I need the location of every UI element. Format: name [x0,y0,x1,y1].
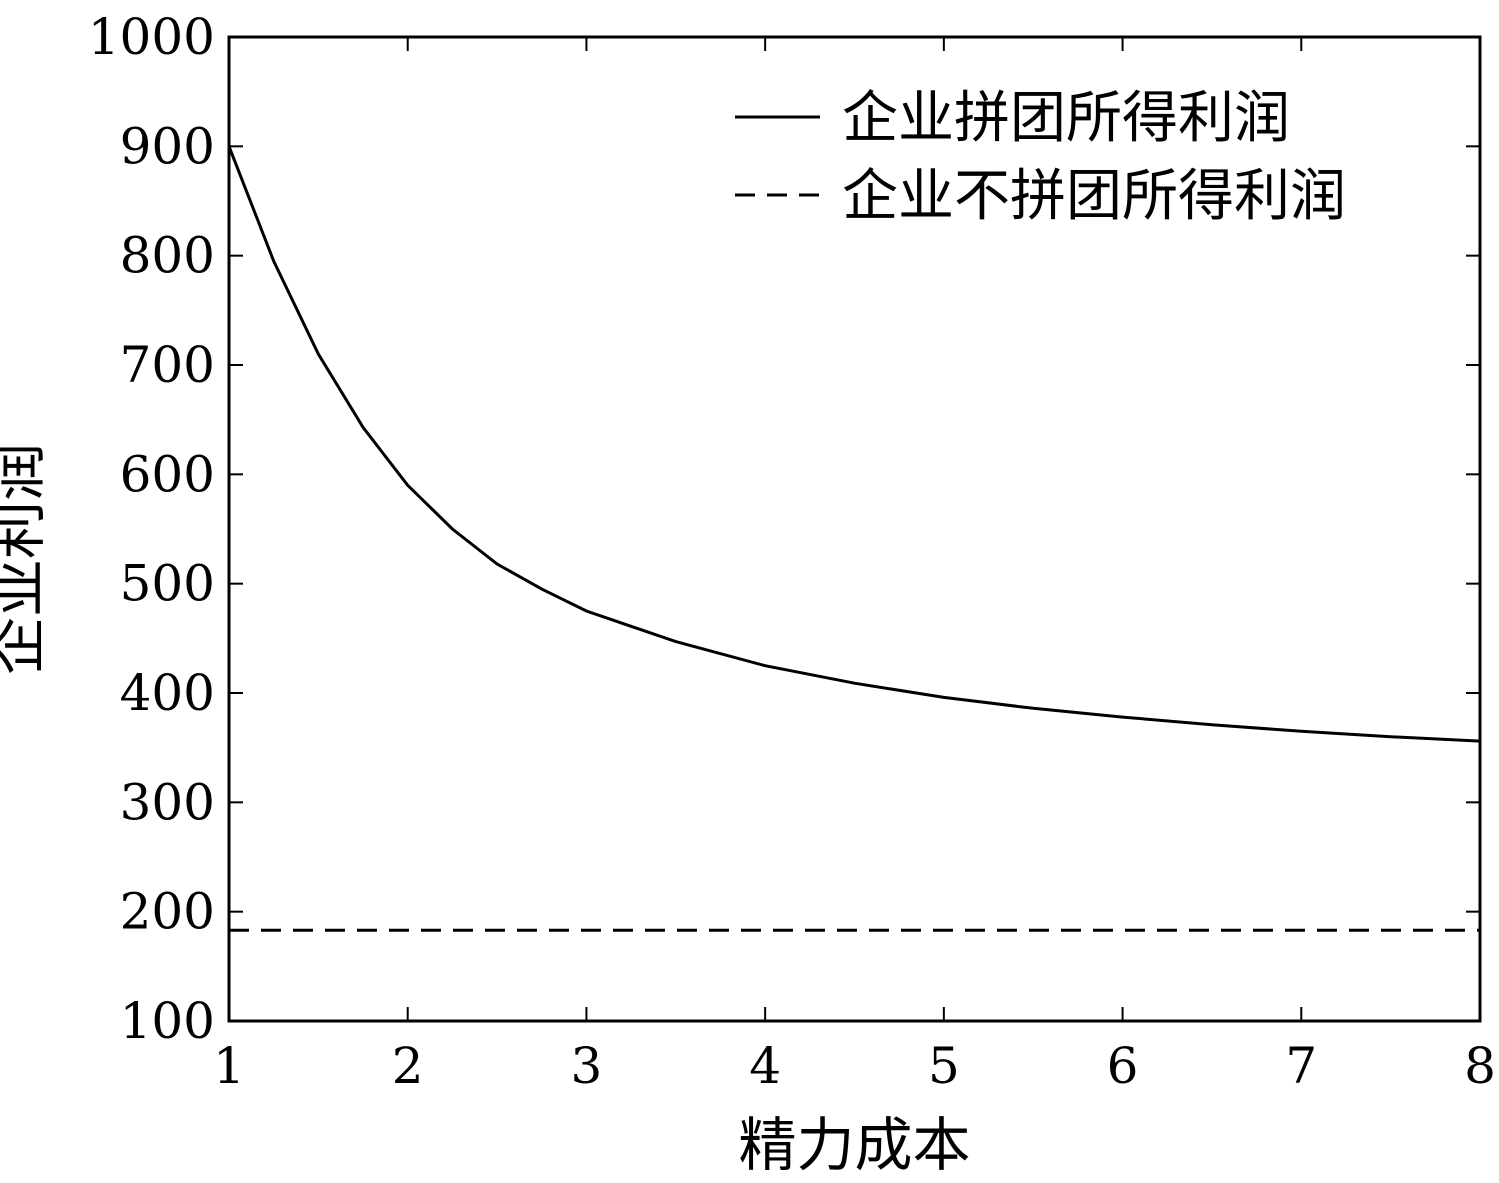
plot-frame [227,35,1482,1023]
y-tick-label: 600 [120,445,215,503]
x-tick-label: 3 [571,1037,603,1095]
y-tick-label: 1000 [88,8,215,66]
x-axis-label: 精力成本 [738,1111,970,1179]
x-tick-label: 7 [1285,1037,1317,1095]
x-tick-label: 4 [749,1037,781,1095]
y-tick-label: 400 [120,664,215,722]
y-tick-label: 800 [120,227,215,285]
series-line-group-profit [227,145,1481,743]
y-tick-label: 200 [120,883,215,941]
y-tick-labels: 100 200 300 400 500 600 700 800 900 1000 [88,8,215,1050]
x-tick-label: 2 [392,1037,424,1095]
y-tick-label: 700 [120,336,215,394]
x-tick-label: 5 [928,1037,960,1095]
x-tick-label: 8 [1464,1037,1496,1095]
y-axis-label: 企业利润 [0,443,52,675]
y-tick-label: 900 [120,117,215,175]
legend-label: 企业不拼团所得利润 [842,164,1346,229]
x-tick-label: 6 [1107,1037,1139,1095]
x-tick-labels: 1 2 3 4 5 6 7 8 [213,1037,1496,1095]
y-tick-label: 100 [120,992,215,1050]
legend-label: 企业拼团所得利润 [842,86,1290,151]
series-group [227,145,1481,932]
y-tick-label: 500 [120,555,215,613]
x-tick-label: 1 [213,1037,245,1095]
y-tick-label: 300 [120,773,215,831]
